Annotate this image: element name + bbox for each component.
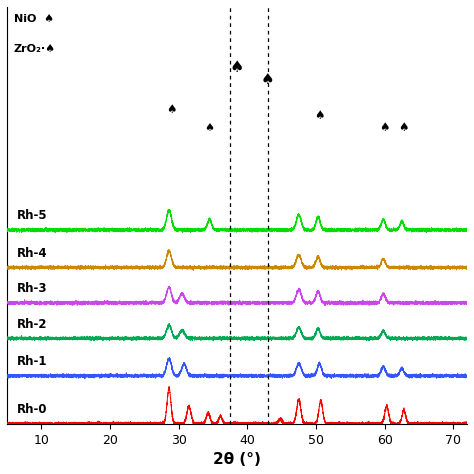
X-axis label: 2θ (°): 2θ (°) (213, 452, 261, 467)
Text: Rh-5: Rh-5 (17, 210, 48, 222)
Text: ZrO₂·♠: ZrO₂·♠ (14, 44, 56, 54)
Text: Rh-1: Rh-1 (17, 356, 48, 368)
Text: ♠: ♠ (166, 102, 177, 116)
Text: NiO  ♠: NiO ♠ (14, 14, 54, 25)
Text: ♠: ♠ (204, 123, 215, 133)
Text: Rh-3: Rh-3 (17, 283, 48, 295)
Text: ♠: ♠ (379, 121, 390, 134)
Text: Rh-2: Rh-2 (17, 318, 48, 331)
Text: Rh-4: Rh-4 (17, 247, 48, 260)
Text: Rh-0: Rh-0 (17, 403, 48, 416)
Text: ♠: ♠ (314, 109, 325, 122)
Text: ♠: ♠ (230, 60, 244, 75)
Text: ♠: ♠ (261, 73, 275, 87)
Text: ♠: ♠ (399, 121, 409, 134)
